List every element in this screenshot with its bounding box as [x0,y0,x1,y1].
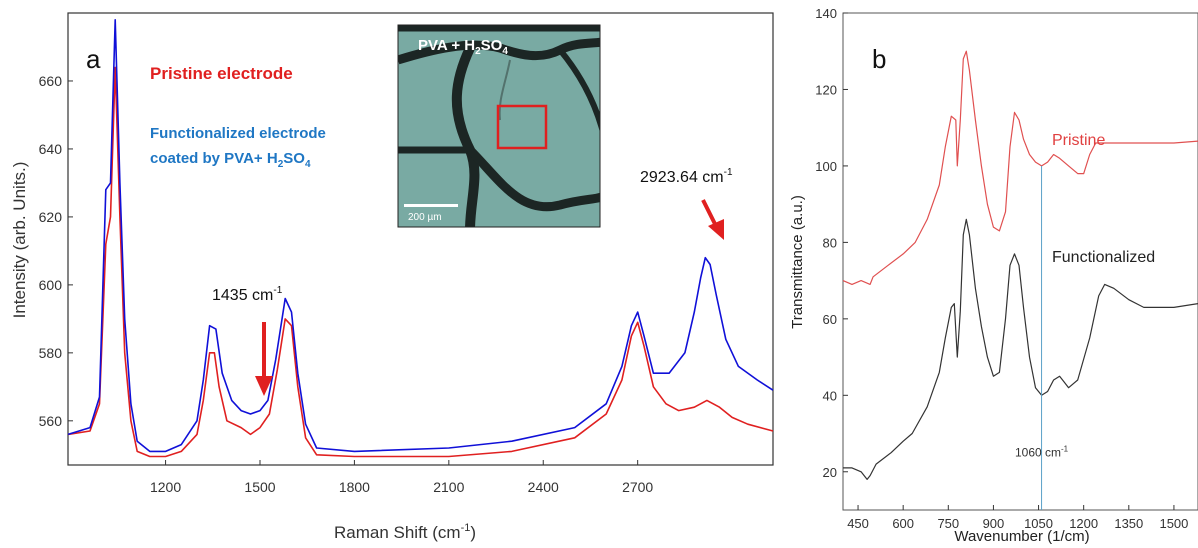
panel-b-label: b [872,44,886,74]
arrow-2923 [701,199,724,240]
panel-a-xlabel-end: ) [470,523,476,542]
panel-b-plot-frame [842,12,1198,511]
panel-b-1060-label: 1060 cm-1 [1015,445,1069,460]
panel-b-xlabel: Wavenumber (1/cm) [954,528,1089,545]
legend-functionalized-line1: Functionalized electrode [150,125,326,142]
x-tick-label: 900 [983,516,1005,531]
y-tick-label: 40 [823,388,837,403]
y-tick-label: 640 [39,141,63,157]
scale-bar [404,204,458,207]
x-tick-label: 600 [892,516,914,531]
scale-bar-label: 200 µm [408,212,442,223]
panel-a-xlabel-main: Raman Shift (cm [334,523,461,542]
x-tick-label: 1500 [1159,516,1188,531]
annotation-1435-sup: -1 [273,285,282,296]
panel-b-ticks: 450 600 750 900 1050 1200 1350 1500 20 40 60 80 100 1… [815,6,1188,531]
x-tick-label: 1350 [1114,516,1143,531]
inset-so: SO [481,37,503,54]
x-tick-label: 1200 [150,479,181,495]
x-tick-label: 750 [937,516,959,531]
panel-b: 450 600 750 900 1050 1200 1350 1500 20 40 60 80 100 1… [789,6,1198,545]
panel-a-ticks: 1200 1500 1800 2100 2400 2700 560 580 600 620 640 6… [39,73,654,495]
x-tick-label: 2700 [622,479,653,495]
x-tick-label: 1200 [1069,516,1098,531]
inset-region-marker [496,104,548,150]
x-tick-label: 2400 [528,479,559,495]
panel-b-1060-main: 1060 cm [1015,446,1061,460]
panel-a-xlabel-sup: -1 [461,522,471,534]
series-line-1 [843,218,1198,480]
annotation-1435: 1435 cm-1 [212,285,283,304]
panel-a-plot-frame [67,12,774,466]
y-tick-label: 140 [815,6,837,21]
annotation-2923: 2923.64 cm-1 [640,167,733,186]
inset-cell-walls [398,25,600,227]
arrow-1435 [255,322,273,396]
y-tick-label: 120 [815,82,837,97]
y-tick-label: 620 [39,209,63,225]
inset-title: PVA + H2SO4 [418,37,508,57]
y-tick-label: 100 [815,159,837,174]
inset-title-prefix: PVA + H [418,37,475,54]
inset-frame [397,24,601,228]
label-pristine: Pristine [1052,132,1105,149]
legend-functionalized-line2: coated by PVA+ H2SO4 [150,150,311,170]
x-tick-label: 1500 [244,479,275,495]
panel-a-ylabel: Intensity (arb. Units.) [10,162,29,319]
y-tick-label: 600 [39,277,63,293]
y-tick-label: 80 [823,235,837,250]
annotation-2923-main: 2923.64 cm [640,169,724,186]
panel-b-1060-sup: -1 [1061,445,1069,454]
legend-functionalized-prefix: coated by PVA+ H [150,150,278,167]
x-tick-label: 450 [847,516,869,531]
series-line-1 [67,19,774,453]
series-line-0 [67,66,774,458]
legend-sub-2: 2 [278,159,284,170]
y-tick-label: 60 [823,312,837,327]
legend-so: SO [283,150,305,167]
panel-a-series [67,19,774,458]
series-line-0 [842,50,1198,285]
y-tick-label: 580 [39,345,63,361]
y-tick-label: 20 [823,465,837,480]
inset-sub-2: 2 [475,46,481,57]
y-tick-label: 560 [39,413,63,429]
panel-a-label: a [86,44,101,74]
panel-b-series [842,50,1198,480]
y-tick-label: 660 [39,73,63,89]
inset-sub-4: 4 [502,46,508,57]
legend-pristine-electrode: Pristine electrode [150,64,293,83]
panel-a: 1200 1500 1800 2100 2400 2700 560 580 600 620 640 6… [10,12,774,542]
annotation-1435-main: 1435 cm [212,287,273,304]
x-tick-label: 1050 [1024,516,1053,531]
x-tick-label: 2100 [433,479,464,495]
label-functionalized: Functionalized [1052,249,1155,266]
inset-micrograph: PVA + H2SO4 200 µm [397,24,601,228]
x-tick-label: 1800 [339,479,370,495]
panel-a-xlabel: Raman Shift (cm-1) [334,522,476,542]
legend-sub-4: 4 [305,159,311,170]
annotation-2923-sup: -1 [724,167,733,178]
panel-b-ylabel: Transmittance (a.u.) [789,195,806,329]
